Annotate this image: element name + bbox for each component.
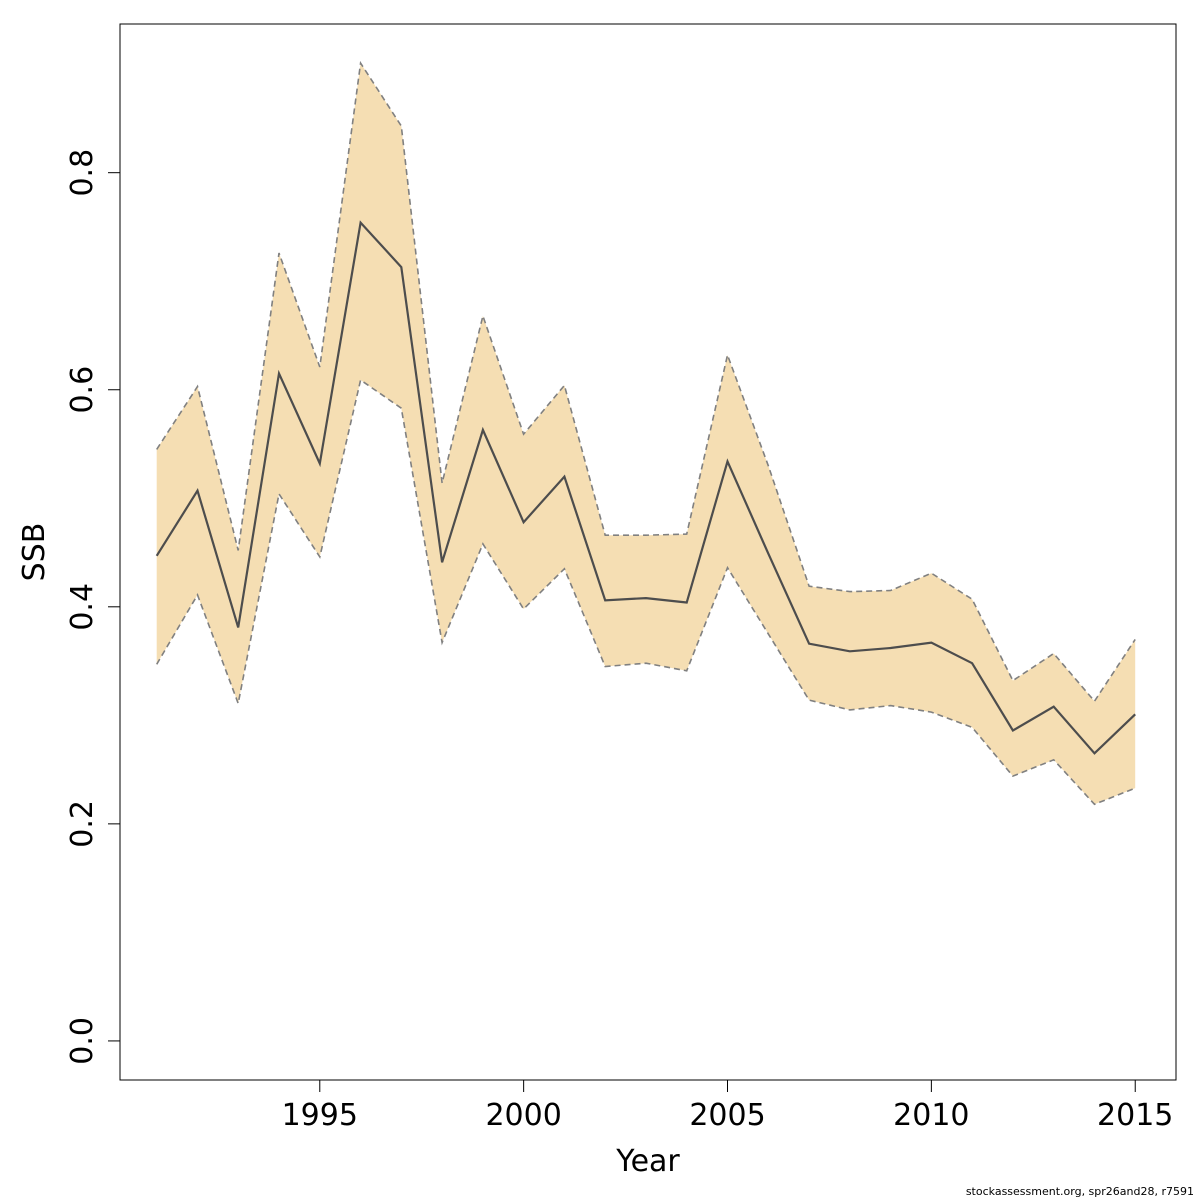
x-tick-label: 2015 — [1097, 1098, 1173, 1133]
y-tick-label: 0.8 — [65, 149, 100, 197]
line-layer — [155, 60, 1136, 806]
y-tick-label: 0.4 — [65, 583, 100, 631]
footer-caption: stockassessment.org, spr26and28, r7591 — [965, 1185, 1194, 1198]
x-tick-label: 1995 — [282, 1098, 358, 1133]
x-axis: 1995 2000 2005 2010 2015 — [282, 1079, 1173, 1133]
y-tick-label: 0.2 — [65, 800, 100, 848]
x-tick-label: 2005 — [689, 1098, 765, 1133]
upper-bound-line — [156, 60, 1136, 703]
x-tick-label: 2000 — [485, 1098, 561, 1133]
y-axis: 0.0 0.2 0.4 0.6 0.8 — [65, 149, 121, 1065]
x-axis-title: Year — [615, 1144, 680, 1179]
confidence-band — [156, 63, 1136, 805]
y-tick-label: 0.6 — [65, 366, 100, 414]
confidence-band-layer — [156, 63, 1136, 805]
y-axis-title: SSB — [17, 523, 52, 582]
y-tick-label: 0.0 — [65, 1017, 100, 1065]
x-tick-label: 2010 — [893, 1098, 969, 1133]
ssb-estimate-line — [155, 220, 1136, 755]
lower-bound-line — [156, 378, 1136, 806]
